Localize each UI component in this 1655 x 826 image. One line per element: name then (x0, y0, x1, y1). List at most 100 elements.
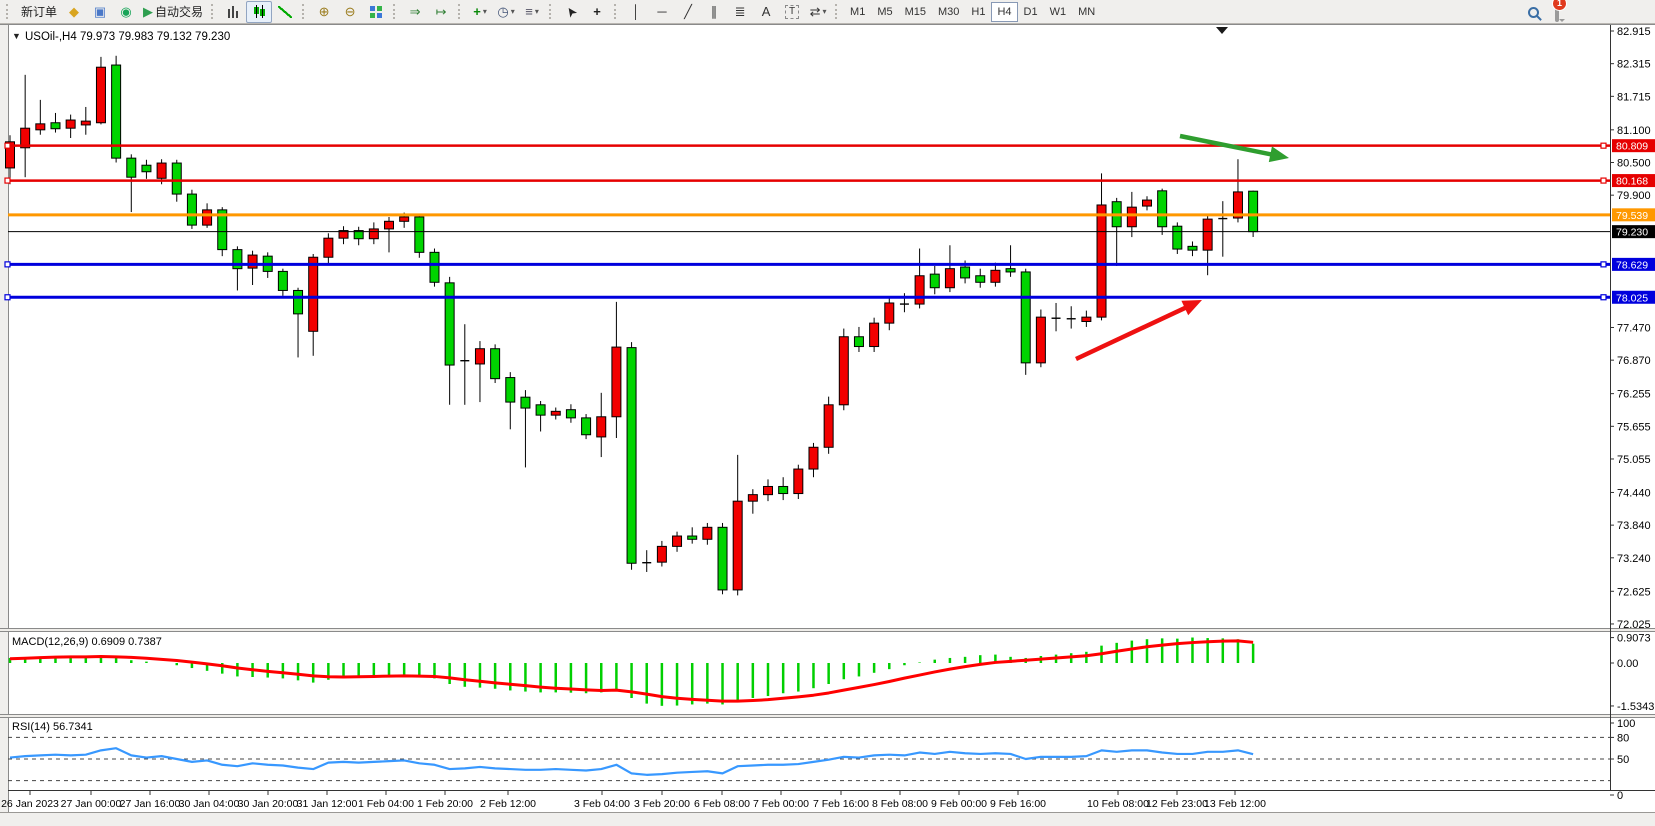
price-tick-label: 81.100 (1617, 125, 1651, 137)
toolbar-grip (835, 4, 840, 19)
timeframe-m30[interactable]: M30 (938, 5, 960, 18)
chart-window[interactable]: 82.915 82.315 81.715 81.100 80.500 79.900 77.4… (0, 24, 1655, 826)
timeframe-d1[interactable]: D1 (1023, 5, 1038, 18)
toolbar-grip (549, 4, 554, 19)
templates-button[interactable]: ≡ ▾ (519, 1, 545, 23)
fibonacci-tool[interactable]: ≣ (727, 1, 753, 23)
candle-body (474, 348, 485, 365)
toolbar-grip (393, 4, 398, 19)
timeframe-w1[interactable]: W1 (1049, 5, 1067, 18)
timeframe-m1[interactable]: M1 (850, 5, 866, 18)
macd-scale-label: 0.9073 (1617, 633, 1651, 645)
red-up-arrow-annotation[interactable] (1075, 300, 1202, 362)
timeframe-m15[interactable]: M15 (904, 5, 926, 18)
line-chart-icon[interactable] (272, 1, 298, 23)
arrows-tool[interactable]: ⇄ ▾ (805, 1, 831, 23)
macd-label: MACD(12,26,9) 0.6909 0.7387 (12, 636, 162, 648)
auto-trading-button-glyph: ▶ (143, 3, 154, 19)
signals-icon[interactable]: ◉ (113, 1, 139, 23)
zoom-out-icon-glyph: ⊖ (344, 3, 356, 19)
line-handle[interactable] (1600, 261, 1607, 268)
dropdown-caret-icon[interactable]: ▾ (822, 7, 827, 16)
chat-button[interactable]: 1 (1552, 0, 1567, 22)
crosshair-tool[interactable]: + (584, 1, 610, 23)
bullish-candle (869, 317, 880, 352)
bearish-candle (1187, 241, 1198, 257)
text-tool[interactable]: A (753, 1, 779, 23)
dropdown-caret-icon[interactable]: ▾ (510, 7, 515, 16)
toolbar: 新订单 ◆ ▣ ◉ ▶ 自动交易 ⊕ ⊖ ⇒ ↦ + ▾ ◷ ▾ ≡ ▾ ➤ + │ ─ ╱ ∥ ≣ A T ⇄ ▾ M1 M5 M15 M… (0, 0, 1655, 24)
doji-candle (460, 324, 470, 405)
label-tool-glyph: T (784, 4, 800, 19)
label-tool[interactable]: T (779, 1, 805, 23)
bullish-candle (338, 226, 349, 245)
new-order-button[interactable]: 新订单 (15, 1, 61, 23)
price-badge-label: 80.809 (1616, 141, 1648, 153)
dropdown-caret-icon[interactable]: ▾ (534, 7, 539, 16)
indicators-button[interactable]: + ▾ (467, 1, 493, 23)
channel-tool[interactable]: ∥ (701, 1, 727, 23)
auto-scroll-icon[interactable]: ⇒ (402, 1, 428, 23)
timeframe-h1[interactable]: H1 (971, 5, 986, 18)
line-handle[interactable] (1600, 177, 1607, 184)
doji-candle (1051, 302, 1061, 332)
line-handle[interactable] (4, 177, 11, 184)
bearish-candle (50, 112, 61, 133)
panel-splitter[interactable] (0, 628, 1655, 631)
time-axis-label: 27 Jan 00:00 (61, 798, 122, 810)
cursor-tool[interactable]: ➤ (558, 1, 584, 23)
bullish-candle (656, 540, 667, 567)
chart-shift-icon[interactable]: ↦ (428, 1, 454, 23)
line-handle[interactable] (4, 261, 11, 268)
rsi-scale-label: 0 (1617, 790, 1623, 802)
horizontal-line-tool[interactable]: ─ (649, 1, 675, 23)
notification-badge: 1 (1552, 0, 1567, 11)
one-click-trading-icon-glyph: ◆ (69, 3, 80, 19)
time-axis-label: 1 Feb 04:00 (358, 798, 414, 810)
candle-body (535, 404, 546, 416)
collapse-ohlc-toggle[interactable]: ▼ (12, 31, 21, 41)
bearish-candle (565, 404, 576, 423)
candle-body (338, 230, 349, 239)
bearish-candle (141, 159, 152, 179)
timeframe-mn[interactable]: MN (1078, 5, 1096, 18)
candlestick-chart-icon[interactable] (246, 0, 273, 23)
panel-splitter[interactable] (0, 714, 1655, 717)
horizontal-line-tool-glyph: ─ (657, 3, 667, 19)
zoom-in-icon[interactable]: ⊕ (311, 1, 337, 23)
line-handle[interactable] (1600, 142, 1607, 149)
left-frame-strip (0, 24, 8, 812)
candle-body (247, 254, 258, 269)
search-icon[interactable] (1528, 6, 1539, 18)
chart-shift-marker[interactable] (1216, 27, 1228, 34)
vertical-line-tool[interactable]: │ (623, 1, 649, 23)
one-click-trading-icon[interactable]: ◆ (61, 1, 87, 23)
bearish-candle (687, 527, 698, 544)
auto-trading-button[interactable]: ▶ 自动交易 (139, 1, 207, 23)
candle-body (626, 347, 637, 564)
trendline-tool[interactable]: ╱ (675, 1, 701, 23)
time-axis-label: 31 Jan 12:00 (297, 798, 358, 810)
zoom-out-icon[interactable]: ⊖ (337, 1, 363, 23)
dropdown-caret-icon[interactable]: ▾ (482, 7, 487, 16)
rsi-scale-label: 80 (1617, 732, 1629, 744)
candle-body (596, 416, 607, 438)
green-down-arrow-annotation[interactable] (1179, 133, 1289, 163)
price-badge-label: 79.230 (1616, 227, 1648, 239)
chart-window-icon[interactable]: ▣ (87, 1, 113, 23)
bullish-candle (884, 297, 895, 331)
bar-chart-icon[interactable] (220, 1, 246, 23)
line-handle[interactable] (4, 142, 11, 149)
periods-button[interactable]: ◷ ▾ (493, 1, 519, 23)
candle-body (1081, 316, 1092, 322)
timeframe-m5[interactable]: M5 (877, 5, 893, 18)
line-handle[interactable] (4, 294, 11, 301)
trendline-tool-glyph: ╱ (684, 3, 692, 19)
line-handle[interactable] (1600, 294, 1607, 301)
toolbar-grip (302, 4, 307, 19)
timeframe-h4[interactable]: H4 (991, 1, 1018, 22)
candle-body (414, 216, 425, 253)
tile-windows-icon[interactable] (363, 1, 389, 23)
